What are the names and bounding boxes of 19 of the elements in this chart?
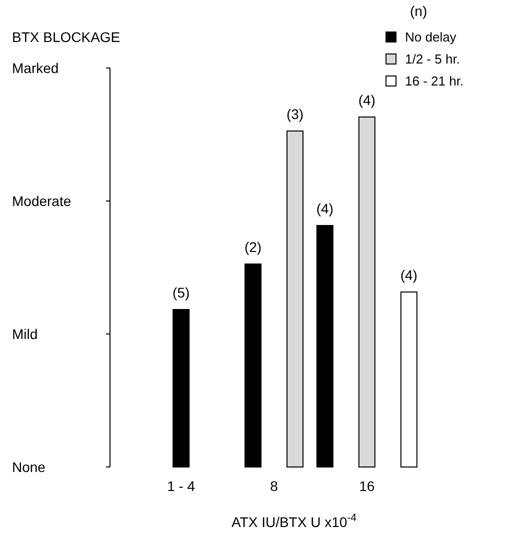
text: Mild: [12, 326, 38, 342]
legend-label: No delay: [405, 30, 457, 45]
x-tick-label: 1 - 4: [167, 478, 196, 494]
annotation: (4): [400, 267, 418, 283]
legend-title: (n): [410, 3, 428, 19]
annotation: (2): [244, 239, 262, 255]
x-tick-label: 16: [359, 478, 375, 494]
x-tick-label: 8: [270, 478, 278, 494]
text: (4): [358, 92, 376, 108]
text: None: [12, 458, 46, 475]
chart-title: BTX BLOCKAGE: [12, 29, 120, 45]
annotation: (4): [316, 200, 334, 216]
text: Marked: [12, 60, 59, 76]
annotation: (5): [172, 284, 190, 300]
legend-label: 1/2 - 5 hr.: [405, 52, 460, 67]
legend-label: 16 - 21 hr.: [405, 74, 464, 89]
annotation: (3): [286, 106, 304, 122]
x-axis-title: ATX IU/BTX U x10$^{-4}$: [231, 512, 357, 530]
text: Moderate: [12, 192, 72, 209]
